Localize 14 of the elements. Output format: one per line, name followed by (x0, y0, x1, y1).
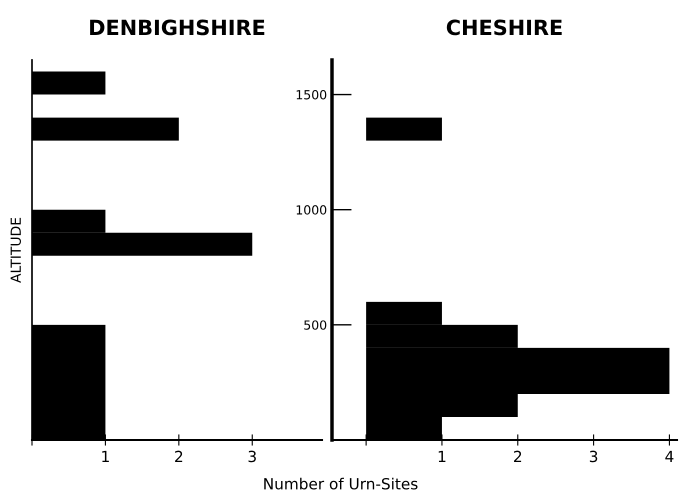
y-tick-label: 1500 (296, 90, 326, 100)
y-tick-label: 500 (304, 320, 326, 330)
x-tick-label: 1 (438, 450, 446, 462)
x-tick-label: 4 (665, 450, 674, 462)
x-tick-label: 3 (248, 450, 256, 462)
y-axis-title: ALTITUDE (10, 218, 21, 283)
chart-title: CHESHIRE (446, 20, 562, 36)
x-axis-title: Number of Urn-Sites (264, 478, 418, 490)
x-tick-label: 3 (590, 450, 598, 462)
x-tick-label: 1 (102, 450, 109, 462)
x-tick-label: 2 (175, 450, 182, 462)
chart-title: DENBIGHSHIRE (90, 20, 264, 36)
x-tick-label: 2 (514, 450, 522, 462)
y-tick-label: 1000 (296, 205, 326, 215)
